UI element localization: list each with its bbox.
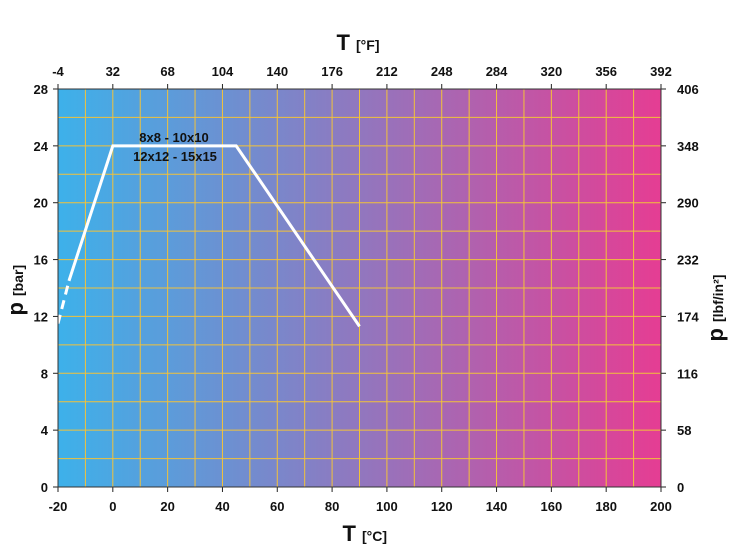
tick-label-bottom: 140 [486, 499, 508, 514]
tick-label-left: 16 [34, 253, 48, 268]
tick-label-left: 24 [34, 139, 49, 154]
tick-label-top: 104 [212, 64, 234, 79]
top-axis-symbol: T [337, 30, 351, 55]
bottom-axis-symbol: T [343, 521, 357, 546]
tick-label-top: 212 [376, 64, 398, 79]
tick-label-left: 0 [41, 480, 48, 495]
tick-label-bottom: 60 [270, 499, 284, 514]
bottom-axis-unit: [°C] [362, 528, 387, 544]
tick-label-bottom: -20 [49, 499, 68, 514]
tick-label-top: 356 [595, 64, 617, 79]
tick-label-top: 140 [266, 64, 288, 79]
annotation-size-range-2: 12x12 - 15x15 [133, 149, 217, 164]
tick-label-top: 392 [650, 64, 672, 79]
tick-label-bottom: 180 [595, 499, 617, 514]
tick-label-bottom: 100 [376, 499, 398, 514]
tick-label-left: 12 [34, 309, 48, 324]
tick-label-bottom: 80 [325, 499, 339, 514]
tick-label-right: 406 [677, 82, 699, 97]
right-axis-ticks: 0 58 116 174 232 290 348 406 [661, 82, 699, 495]
tick-label-left: 28 [34, 82, 48, 97]
right-axis-symbol: p [703, 328, 728, 341]
left-axis-ticks: 0 4 8 12 16 20 24 28 [34, 82, 58, 495]
tick-label-right: 116 [677, 366, 698, 381]
left-axis-unit: [bar] [10, 265, 26, 296]
right-axis-unit: [lbf/in²] [710, 275, 726, 322]
top-axis-ticks: -4 32 68 104 140 176 212 248 284 320 356 392 [52, 64, 672, 89]
tick-label-top: 284 [486, 64, 508, 79]
tick-label-top: 248 [431, 64, 453, 79]
tick-label-top: -4 [52, 64, 64, 79]
tick-label-top: 68 [160, 64, 174, 79]
tick-label-right: 348 [677, 139, 699, 154]
tick-label-right: 174 [677, 309, 699, 324]
tick-label-bottom: 160 [541, 499, 563, 514]
tick-label-right: 290 [677, 196, 699, 211]
tick-label-right: 232 [677, 253, 699, 268]
annotation-size-range-1: 8x8 - 10x10 [139, 130, 208, 145]
series-line [67, 144, 361, 328]
tick-label-bottom: 0 [109, 499, 116, 514]
tick-label-left: 20 [34, 196, 48, 211]
bottom-axis-ticks: -20 0 20 40 60 80 100 120 140 160 180 200 [49, 487, 672, 514]
tick-label-left: 8 [41, 366, 48, 381]
tick-label-bottom: 200 [650, 499, 672, 514]
series-line-dashed [56, 280, 71, 324]
tick-label-bottom: 120 [431, 499, 453, 514]
tick-label-bottom: 40 [215, 499, 229, 514]
tick-label-top: 176 [321, 64, 343, 79]
series-group [56, 144, 361, 328]
tick-label-top: 320 [541, 64, 563, 79]
tick-label-top: 32 [106, 64, 120, 79]
left-axis-symbol: p [3, 302, 28, 315]
plot-frame [57, 88, 662, 488]
tick-label-right: 58 [677, 423, 691, 438]
tick-label-left: 4 [41, 423, 49, 438]
tick-label-right: 0 [677, 480, 684, 495]
tick-label-bottom: 20 [160, 499, 174, 514]
top-axis-unit: [°F] [356, 37, 379, 53]
